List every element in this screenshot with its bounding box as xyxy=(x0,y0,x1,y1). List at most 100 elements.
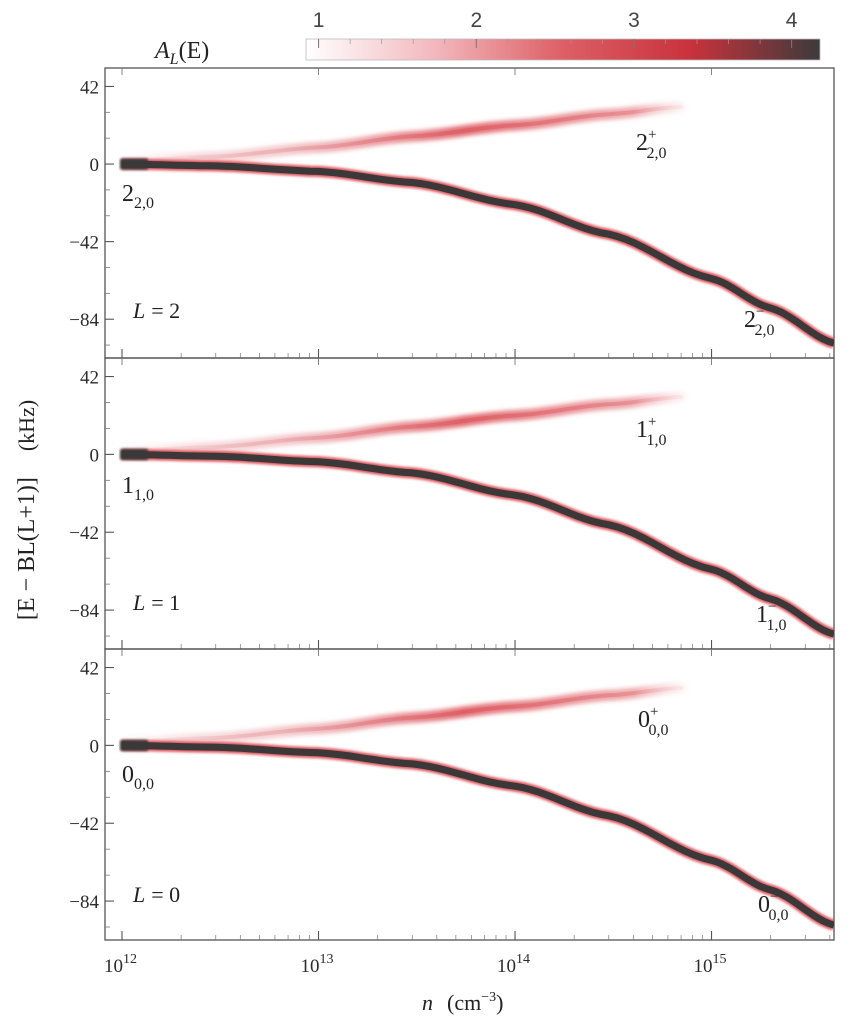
panel-L-label: L = 1 xyxy=(132,590,180,615)
lower-branch-curve xyxy=(122,160,834,347)
state-label-plus-sub: 0,0 xyxy=(648,722,668,739)
curves xyxy=(116,101,834,349)
x-axis-label-unit-exp: −3 xyxy=(481,990,496,1005)
x-axis-label-unit: (cm xyxy=(447,990,481,1015)
state-label-minus: 1− 1,0 xyxy=(756,599,786,634)
state-label-plus-base: 1 xyxy=(636,417,648,443)
state-label-minus-sup: − xyxy=(756,304,764,320)
colorbar-ticks: 1 2 3 4 xyxy=(313,9,798,48)
state-label-minus-sup: − xyxy=(768,599,776,615)
colorbar-tick-label: 4 xyxy=(786,9,798,32)
state-label-minus-sub: 0,0 xyxy=(768,907,788,924)
colorbar-tick-label: 2 xyxy=(470,9,482,32)
state-label-minus-base: 2 xyxy=(744,307,756,333)
y-tick-label: 0 xyxy=(90,736,100,757)
state-label-main-base: 2 xyxy=(122,181,134,207)
upper-branch-core xyxy=(120,104,684,163)
panel-L-var: L xyxy=(132,590,145,615)
state-label-main-base: 1 xyxy=(122,473,134,499)
state-label-plus-sub: 2,0 xyxy=(646,145,666,162)
state-label-plus: 0+ 0,0 xyxy=(638,704,668,739)
state-label-main: 22,0 xyxy=(122,181,154,212)
colorbar-title-var: A xyxy=(153,38,170,64)
y-axis-label: [E − BL(L+1)] (kHz) xyxy=(14,400,40,620)
colorbar-tick-label: 3 xyxy=(628,9,640,32)
origin-blob xyxy=(120,158,148,170)
y-tick-label: 0 xyxy=(90,155,100,176)
y-tick-label: 0 xyxy=(90,445,100,466)
y-axis-label-expr: [E − BL(L+1)] xyxy=(14,477,40,620)
state-label-plus: 2+ 2,0 xyxy=(636,127,666,162)
state-label-plus-sup: + xyxy=(650,704,658,720)
state-label-minus: 0− 0,0 xyxy=(758,889,788,924)
panel-L-label: L = 0 xyxy=(132,882,180,907)
curves xyxy=(116,682,834,931)
colorbar: AL(E) 1 2 3 4 xyxy=(153,9,821,68)
state-label-minus-base: 1 xyxy=(756,602,768,628)
lower-branch-halo xyxy=(121,739,834,931)
state-label-plus: 1+ 1,0 xyxy=(636,414,666,449)
origin-blob xyxy=(120,448,148,460)
state-label-main-sub: 0,0 xyxy=(134,776,154,793)
state-label-plus-base: 0 xyxy=(638,707,650,733)
y-axis-label-unit: (kHz) xyxy=(14,400,39,451)
colorbar-title: AL(E) xyxy=(153,38,209,68)
state-label-main-sub: 1,0 xyxy=(134,487,154,504)
x-axis-title: n (cm−3) xyxy=(422,990,503,1015)
state-label-plus-sup: + xyxy=(648,127,656,143)
y-tick-label: −42 xyxy=(69,233,99,254)
panel-L-value: = 0 xyxy=(151,882,180,907)
y-tick-label: 42 xyxy=(80,77,99,98)
y-axis-title: [E − BL(L+1)] (kHz) xyxy=(14,400,40,620)
panel-frame xyxy=(104,67,835,359)
state-label-plus-sup: + xyxy=(648,414,656,430)
y-tick-label: −84 xyxy=(69,601,99,622)
y-tick-label: −42 xyxy=(69,523,99,544)
y-tick-label: −84 xyxy=(69,310,99,331)
lower-branch-curve xyxy=(121,741,834,929)
colorbar-tick-label: 1 xyxy=(313,9,325,32)
state-label-main-base: 0 xyxy=(122,762,134,788)
panel-L-value: = 1 xyxy=(151,590,180,615)
upper-branch-core xyxy=(120,394,684,453)
state-label-main-sub: 2,0 xyxy=(134,195,154,212)
state-label-minus-sup: − xyxy=(770,889,778,905)
x-tick-label: 1012 xyxy=(104,952,137,977)
state-label-plus-sub: 1,0 xyxy=(646,432,666,449)
origin-blob xyxy=(120,739,148,751)
lower-branch-halo xyxy=(122,158,834,349)
state-label-main: 11,0 xyxy=(122,473,154,504)
state-label-minus-base: 0 xyxy=(758,892,770,918)
colorbar-title-tail: (E) xyxy=(179,38,210,64)
state-label-minus: 2− 2,0 xyxy=(744,304,774,339)
state-label-plus-base: 2 xyxy=(636,130,648,156)
curves xyxy=(116,391,834,640)
panel-L-var: L xyxy=(132,298,145,323)
lower-branch-halo xyxy=(121,448,834,640)
panel-L-var: L xyxy=(132,882,145,907)
colorbar-bar xyxy=(305,38,821,61)
y-tick-label: −42 xyxy=(69,814,99,835)
panel-frame xyxy=(104,648,835,941)
panel-frame xyxy=(104,357,835,650)
panel-L-value: = 2 xyxy=(151,298,180,323)
y-tick-label: −84 xyxy=(69,892,99,913)
state-label-main: 00,0 xyxy=(122,762,154,793)
state-label-minus-sub: 2,0 xyxy=(754,322,774,339)
y-tick-label: 42 xyxy=(80,368,99,389)
x-axis-label-unit-close: ) xyxy=(496,990,503,1015)
upper-branch-core xyxy=(120,685,684,744)
y-tick-label: 42 xyxy=(80,659,99,680)
x-tick-label: 1015 xyxy=(694,952,727,977)
x-axis-label: n (cm−3) xyxy=(422,990,503,1015)
lower-branch-curve xyxy=(121,450,834,638)
colorbar-title-sub: L xyxy=(169,51,179,68)
state-label-minus-sub: 1,0 xyxy=(766,617,786,634)
x-tick-label: 1014 xyxy=(497,952,530,977)
x-tick-label: 1013 xyxy=(301,952,334,977)
